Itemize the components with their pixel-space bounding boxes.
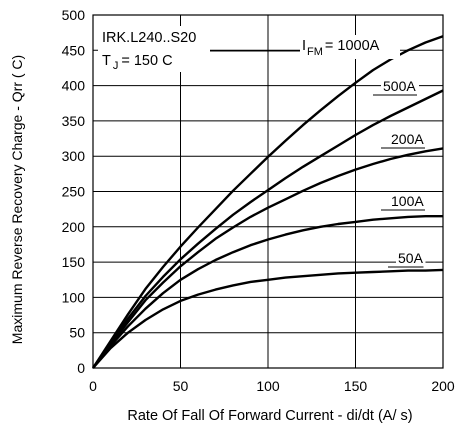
y-tick-label: 350 <box>62 113 86 129</box>
ifm-label: IFM = 1000A <box>302 38 380 58</box>
series-label-100A: 100A <box>391 193 424 209</box>
plot-frame <box>92 14 444 369</box>
series-label-bg <box>389 130 427 147</box>
y-tick-label: 450 <box>62 42 86 58</box>
y-tick-label: 250 <box>62 184 86 200</box>
series-label-50A: 50A <box>398 250 424 266</box>
x-tick-label: 100 <box>256 378 280 394</box>
series-line-50A <box>92 268 444 369</box>
y-tick-label: 0 <box>77 360 85 376</box>
temperature-label: T J = 150 C <box>102 53 173 72</box>
x-tick-label: 50 <box>173 378 189 394</box>
annotations: IRK.L240..S20 T J = 150 C IFM = 1000A <box>98 26 400 72</box>
series-label-bg <box>396 249 426 266</box>
x-axis-label: Rate Of Fall Of Forward Current - di/dt … <box>127 408 412 424</box>
x-tick-labels: 0 50 100 150 200 <box>89 378 455 394</box>
x-tick-label: 200 <box>431 378 455 394</box>
y-axis-label: Maximum Reverse Recovery Charge - Qrr ( … <box>9 55 25 344</box>
series-labels: 500A 200A 100A 50A <box>373 77 427 268</box>
y-tick-labels: 0 50 100 150 200 250 300 350 400 450 500 <box>62 7 86 376</box>
series-label-500A: 500A <box>383 78 416 94</box>
y-tick-label: 100 <box>62 289 86 305</box>
series-label-200A: 200A <box>391 131 424 147</box>
x-tick-label: 0 <box>89 378 97 394</box>
series-label-bg <box>381 77 419 94</box>
y-tick-label: 400 <box>62 78 86 94</box>
y-tick-label: 200 <box>62 219 86 235</box>
series-line-200A <box>92 147 444 369</box>
x-tick-label: 150 <box>344 378 368 394</box>
y-tick-label: 150 <box>62 254 86 270</box>
y-tick-label: 50 <box>69 325 85 341</box>
series-line-500A <box>92 89 444 369</box>
annotation-bg <box>98 26 210 72</box>
series-curves <box>91 35 444 369</box>
y-tick-label: 500 <box>62 7 86 23</box>
series-line-1000A <box>91 35 444 369</box>
series-line-100A <box>92 215 443 369</box>
series-label-bg <box>389 192 427 209</box>
y-tick-label: 300 <box>62 148 86 164</box>
device-label: IRK.L240..S20 <box>102 30 196 46</box>
ifm-label-bg <box>300 35 400 59</box>
